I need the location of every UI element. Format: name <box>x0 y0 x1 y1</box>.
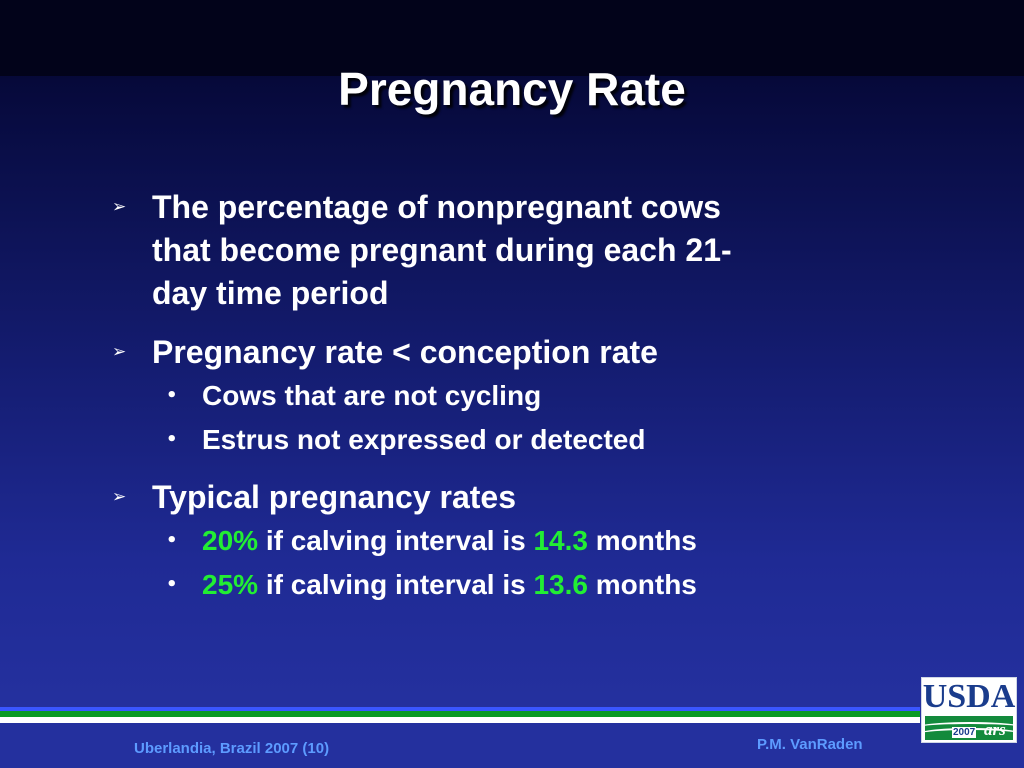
sub-bullet: • 25% if calving interval is 13.6 months <box>110 563 890 607</box>
bullet-text: Typical pregnancy rates <box>152 479 516 515</box>
arrowhead-bullet-icon: ➢ <box>112 197 127 217</box>
ars-logo-text: ars <box>984 720 1006 739</box>
bullet-comparison: ➢ Pregnancy rate < conception rate <box>110 331 890 374</box>
footer-author: P.M. VanRaden <box>757 736 863 753</box>
unit-text: months <box>587 525 697 556</box>
usda-wordmark: USDA <box>922 678 1016 715</box>
footer-stripe-blue <box>0 707 920 711</box>
usda-logo: USDA 2007 ars <box>921 677 1017 743</box>
footer-location: Uberlandia, Brazil 2007 (10) <box>134 740 330 757</box>
bullet-text-line: day time period <box>152 275 389 311</box>
bullet-text-line: that become pregnant during each 21- <box>152 232 732 268</box>
footer-stripe-white <box>0 717 920 723</box>
sub-bullet: • Cows that are not cycling <box>110 374 890 418</box>
footer-stripe-green <box>0 711 920 717</box>
slide-content: ➢ The percentage of nonpregnant cows tha… <box>110 186 890 607</box>
dot-bullet-icon: • <box>166 574 178 595</box>
logo-year: 2007 <box>952 727 977 738</box>
rate-text: if calving interval is <box>258 569 534 600</box>
bullet-text: Pregnancy rate < conception rate <box>152 334 658 370</box>
sub-bullet-text: Estrus not expressed or detected <box>202 424 646 455</box>
rate-value: 25% <box>202 569 259 600</box>
arrowhead-bullet-icon: ➢ <box>112 487 127 507</box>
rate-value: 20% <box>202 525 259 556</box>
rate-text: if calving interval is <box>258 525 534 556</box>
interval-value: 14.3 <box>533 525 588 556</box>
dot-bullet-icon: • <box>166 530 178 551</box>
arrowhead-bullet-icon: ➢ <box>112 342 127 362</box>
slide-title: Pregnancy Rate <box>338 63 686 115</box>
bullet-text-line: The percentage of nonpregnant cows <box>152 189 721 225</box>
sub-bullet: • 20% if calving interval is 14.3 months <box>110 519 890 563</box>
dot-bullet-icon: • <box>166 385 178 406</box>
bullet-definition: ➢ The percentage of nonpregnant cows tha… <box>110 186 890 315</box>
bullet-typical-rates: ➢ Typical pregnancy rates <box>110 476 890 519</box>
interval-value: 13.6 <box>533 569 588 600</box>
unit-text: months <box>587 569 697 600</box>
title-band <box>0 0 1024 76</box>
sub-bullet: • Estrus not expressed or detected <box>110 418 890 462</box>
dot-bullet-icon: • <box>166 429 178 450</box>
sub-bullet-text: Cows that are not cycling <box>202 380 542 411</box>
